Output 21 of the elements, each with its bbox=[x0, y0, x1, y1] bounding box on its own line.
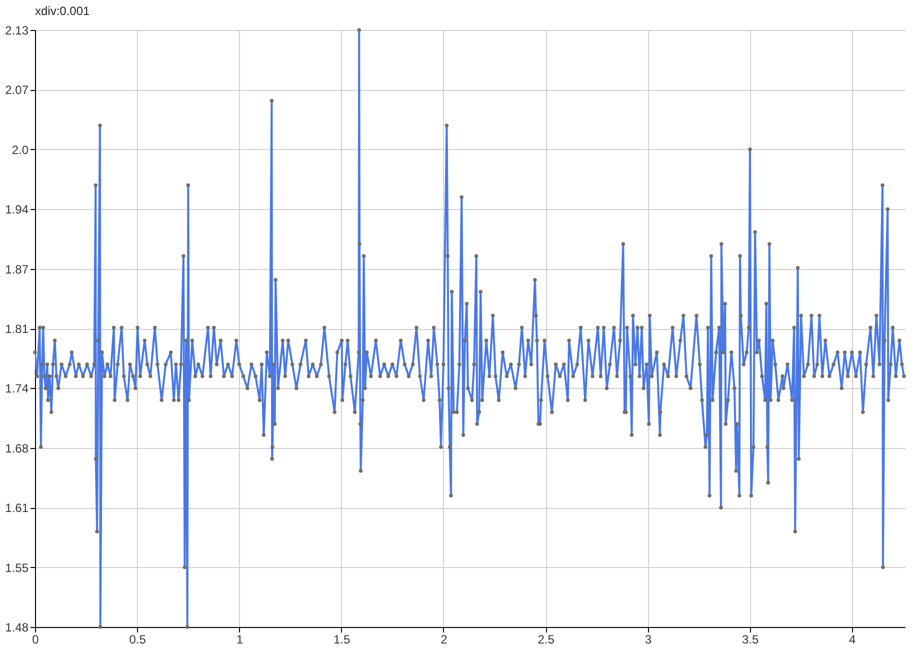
x-tick-label: 1 bbox=[236, 632, 244, 646]
x-tick-label: 2.5 bbox=[538, 632, 555, 646]
x-tick-label: 0 bbox=[32, 632, 40, 646]
x-tick-label: 1.5 bbox=[333, 632, 350, 646]
y-tick-label: 1.94 bbox=[5, 202, 29, 217]
x-tick-label: 4 bbox=[849, 632, 856, 646]
y-tick-label: 1.81 bbox=[5, 322, 29, 336]
x-tick-label: 3.5 bbox=[742, 632, 759, 646]
x-tick-label: 2 bbox=[440, 632, 448, 646]
x-tick-label: 3 bbox=[644, 632, 652, 646]
y-tick-label: 2.0 bbox=[12, 142, 29, 157]
y-tick-label: 1.55 bbox=[5, 560, 29, 575]
text: xdiv:0.001 bbox=[35, 4, 90, 18]
y-tick-label: 1.61 bbox=[5, 501, 29, 516]
y-tick-label: 1.74 bbox=[5, 382, 29, 396]
y-tick-label: 2.13 bbox=[5, 24, 29, 38]
y-tick-label: 1.48 bbox=[5, 620, 29, 634]
y-tick-label: 1.87 bbox=[5, 262, 29, 276]
x-tick-label: 0.5 bbox=[129, 632, 146, 646]
y-tick-label: 1.68 bbox=[5, 441, 29, 456]
y-tick-label: 2.07 bbox=[5, 83, 29, 98]
